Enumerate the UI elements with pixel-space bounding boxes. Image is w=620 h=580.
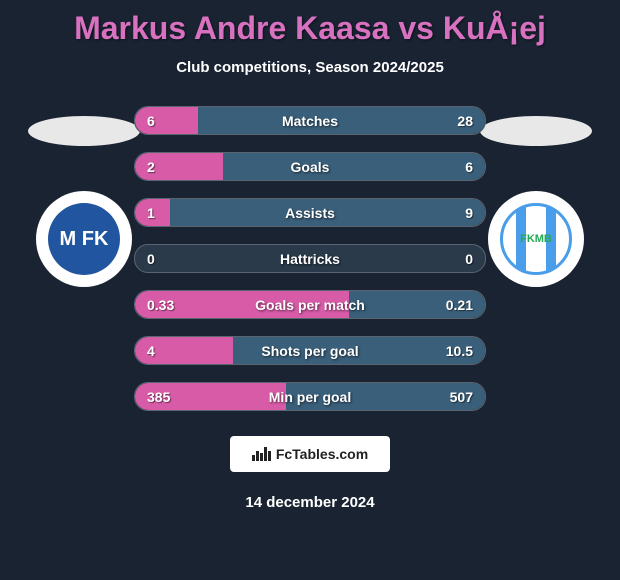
stat-right-value: 507 (450, 389, 473, 405)
stat-label: Goals per match (255, 297, 365, 313)
stat-left-value: 0.33 (147, 297, 174, 313)
stat-label: Matches (282, 113, 338, 129)
stat-row: 0.33 Goals per match 0.21 (134, 290, 486, 319)
stat-row: 1 Assists 9 (134, 198, 486, 227)
right-player-side: FKMB (486, 106, 586, 287)
stat-row: 2 Goals 6 (134, 152, 486, 181)
stat-row: 0 Hattricks 0 (134, 244, 486, 273)
stat-label: Hattricks (280, 251, 340, 267)
stat-right-value: 6 (465, 159, 473, 175)
stat-row: 385 Min per goal 507 (134, 382, 486, 411)
right-club-logo: FKMB (488, 191, 584, 287)
stat-left-value: 2 (147, 159, 155, 175)
stat-row: 6 Matches 28 (134, 106, 486, 135)
stat-label: Assists (285, 205, 335, 221)
left-player-side: M FK (34, 106, 134, 287)
stats-column: 6 Matches 28 2 Goals 6 1 Assists 9 0 Hattricks 0 0.3… (134, 106, 486, 411)
stat-left-value: 6 (147, 113, 155, 129)
stat-fill-right (223, 153, 486, 180)
stat-right-value: 0 (465, 251, 473, 267)
fctables-badge[interactable]: FcTables.com (230, 436, 390, 472)
stat-label: Goals (291, 159, 330, 175)
stat-fill-left (135, 107, 198, 134)
chart-icon (252, 447, 271, 461)
page-title: Markus Andre Kaasa vs KuÅ¡ej (0, 10, 620, 47)
stat-label: Min per goal (269, 389, 351, 405)
right-club-logo-inner: FKMB (500, 203, 572, 275)
fctables-label: FcTables.com (276, 446, 368, 462)
stat-left-value: 385 (147, 389, 170, 405)
left-club-logo-inner: M FK (48, 203, 120, 275)
stat-left-value: 4 (147, 343, 155, 359)
date-label: 14 december 2024 (0, 494, 620, 511)
stat-left-value: 0 (147, 251, 155, 267)
stat-fill-right (198, 107, 485, 134)
stat-right-value: 0.21 (446, 297, 473, 313)
content-area: M FK 6 Matches 28 2 Goals 6 1 Assists 9 0 Hattrick… (0, 106, 620, 411)
comparison-container: Markus Andre Kaasa vs KuÅ¡ej Club compet… (0, 0, 620, 580)
stat-right-value: 9 (465, 205, 473, 221)
right-player-photo (480, 116, 592, 146)
stat-right-value: 10.5 (446, 343, 473, 359)
stat-row: 4 Shots per goal 10.5 (134, 336, 486, 365)
stat-right-value: 28 (457, 113, 473, 129)
left-player-photo (28, 116, 140, 146)
left-club-logo: M FK (36, 191, 132, 287)
stat-left-value: 1 (147, 205, 155, 221)
page-subtitle: Club competitions, Season 2024/2025 (0, 59, 620, 76)
stat-label: Shots per goal (261, 343, 358, 359)
